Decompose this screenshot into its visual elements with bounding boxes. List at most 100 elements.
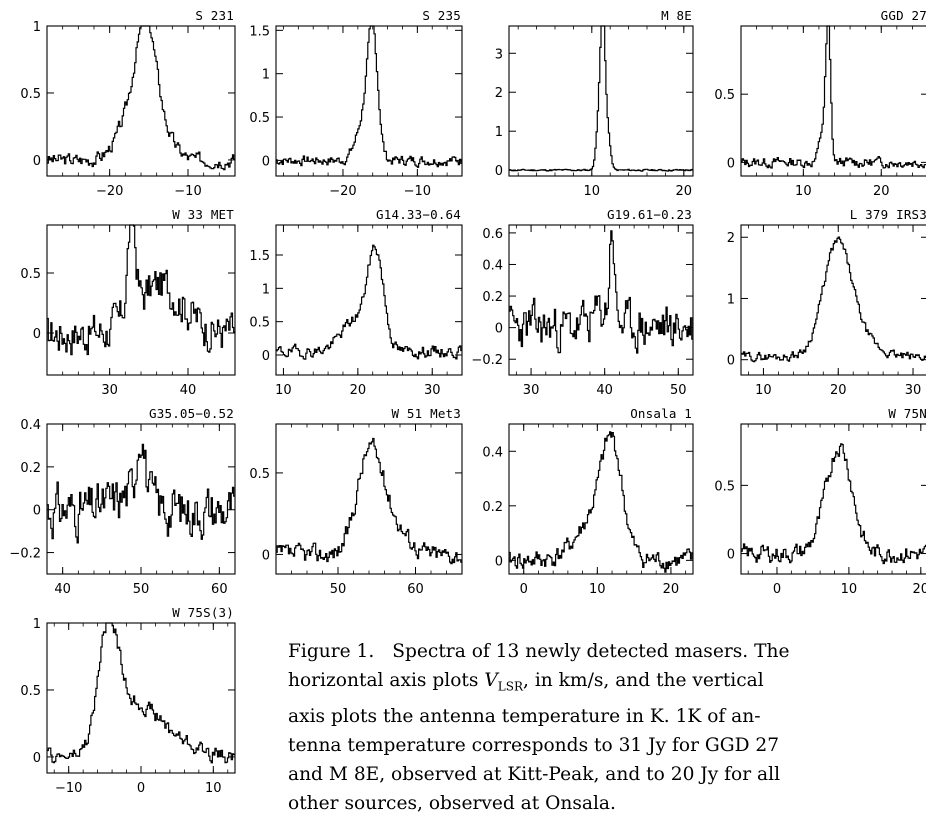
y-tick-label: 1 (495, 125, 503, 140)
caption-vlsr-subscript: LSR (497, 679, 524, 694)
x-tick-label: 0 (773, 582, 781, 597)
y-tick-label: 0.6 (482, 227, 503, 242)
panel-title: S 235 (422, 8, 461, 23)
y-tick-label: 1.5 (249, 24, 270, 39)
panel-title: G35.05−0.52 (149, 406, 234, 421)
y-tick-label: 0.5 (249, 467, 270, 482)
x-tick-label: −20 (96, 184, 123, 199)
panel-frame (508, 224, 694, 376)
spectrum-panel: S 235 −20 −10 0 0.5 1 1.5 (249, 8, 463, 199)
caption-label: Figure 1. (288, 641, 375, 662)
caption-line2-a: horizontal axis plots (288, 670, 479, 691)
y-tick-label: 0 (495, 164, 503, 179)
x-tick-label: −10 (404, 184, 431, 199)
x-tick-label: 10 (584, 184, 601, 199)
spectrum-panel: L 379 IRS3 10 20 30 0 1 2 (727, 207, 926, 398)
y-tick-label: 0 (262, 154, 270, 169)
y-tick-label: 0 (262, 349, 270, 364)
x-tick-label: 30 (101, 383, 118, 398)
x-tick-label: 20 (676, 184, 693, 199)
y-tick-label: 2 (727, 231, 735, 246)
y-tick-label: 0.5 (20, 87, 41, 102)
x-tick-label: 10 (275, 383, 292, 398)
y-tick-label: 1 (33, 617, 41, 632)
panel-title: S 231 (195, 8, 234, 23)
y-tick-label: 0 (33, 504, 41, 519)
y-tick-label: 0 (727, 156, 735, 171)
panel-frame (740, 224, 926, 376)
spectrum-panel: S 231 −20 −10 0 0.5 1 (20, 8, 236, 199)
spectrum-panel: G14.33−0.64 10 20 30 0 0.5 1 1.5 (249, 207, 463, 398)
panel-title: G14.33−0.64 (376, 207, 461, 222)
x-tick-label: 20 (873, 184, 890, 199)
y-tick-label: 0.5 (249, 316, 270, 331)
panel-frame (508, 25, 694, 177)
spectrum-panel: W 33 MET 30 40 0 0.5 (20, 207, 236, 398)
panel-frame (508, 423, 694, 575)
spectrum-line (276, 244, 462, 360)
y-tick-label: 1 (727, 292, 735, 307)
y-tick-label: 0.5 (249, 111, 270, 126)
y-tick-label: 1 (262, 68, 270, 83)
panel-title: W 75N (888, 406, 926, 421)
caption-line-1: Figure 1. Spectra of 13 newly detected ma… (288, 637, 924, 666)
x-tick-label: 60 (211, 582, 228, 597)
y-tick-label: 0 (727, 548, 735, 563)
y-tick-label: 0 (33, 154, 41, 169)
spectrum-line (47, 622, 235, 764)
x-tick-label: 10 (589, 582, 606, 597)
panel-title: W 33 MET (172, 207, 234, 222)
caption-line-5: and M 8E, observed at Kitt-Peak, and to … (288, 763, 781, 785)
figure-caption: Figure 1. Spectra of 13 newly detected ma… (288, 637, 924, 818)
x-tick-label: 40 (180, 383, 197, 398)
spectrum-panel: W 51 Met3 50 60 0 0.5 (249, 406, 463, 597)
y-tick-label: 0 (495, 554, 503, 569)
x-tick-label: 20 (663, 582, 680, 597)
spectrum-line (741, 25, 926, 169)
spectrum-line (47, 443, 235, 544)
y-tick-label: 0.2 (482, 290, 503, 305)
x-tick-label: −10 (55, 781, 82, 794)
spectrum-line (741, 236, 926, 363)
spectrum-panel: G19.61−0.23 30 40 50 −0.2 0 0.2 0.4 0.6 (471, 207, 694, 398)
y-tick-label: 1 (33, 20, 41, 35)
panel-title: W 75S(3) (172, 605, 234, 620)
y-tick-label: 0.4 (482, 258, 503, 273)
caption-line-4: tenna temperature corresponds to 31 Jy f… (288, 734, 780, 756)
spectrum-panel: M 8E 10 20 0 1 2 3 (495, 8, 694, 199)
caption-line2-b: , in km/s, and the vertical (523, 670, 764, 691)
caption-vlsr-symbol: V (484, 670, 498, 691)
x-tick-label: 20 (830, 383, 847, 398)
panel-frame (275, 25, 463, 177)
panel-frame (275, 224, 463, 376)
panel-frame (46, 25, 236, 177)
caption-line-2: horizontal axis plots VLSR, in km/s, and… (288, 666, 924, 702)
y-tick-label: 0.2 (482, 500, 503, 515)
spectrum-panel: G35.05−0.52 40 50 60 −0.2 0 0.2 0.4 (9, 406, 236, 597)
y-tick-label: 0 (33, 751, 41, 766)
y-tick-label: 0.5 (714, 479, 735, 494)
spectrum-panel: W 75S(3) −10 0 10 0 0.5 1 (20, 605, 236, 794)
y-tick-label: 2 (495, 86, 503, 101)
x-tick-label: 50 (670, 383, 687, 398)
panel-title: G19.61−0.23 (607, 207, 692, 222)
y-tick-label: 3 (495, 47, 503, 62)
panel-title: GGD 27 (881, 8, 926, 23)
spectrum-line (741, 443, 926, 565)
y-tick-label: 1.5 (249, 249, 270, 264)
spectrum-line (509, 25, 693, 172)
spectrum-line (276, 25, 462, 168)
x-tick-label: 30 (424, 383, 441, 398)
y-tick-label: 0 (33, 327, 41, 342)
spectrum-line (276, 437, 462, 565)
caption-line-3: axis plots the antenna temperature in K.… (288, 705, 761, 727)
x-tick-label: 50 (133, 582, 150, 597)
y-tick-label: 0.5 (20, 684, 41, 699)
caption-line1-text: Spectra of 13 newly detected masers. The (392, 641, 790, 662)
x-tick-label: −20 (329, 184, 356, 199)
spectrum-line (47, 224, 235, 356)
x-tick-label: 10 (795, 184, 812, 199)
y-tick-label: −0.2 (471, 353, 503, 368)
x-tick-label: 0 (137, 781, 145, 794)
x-tick-label: 60 (407, 582, 424, 597)
